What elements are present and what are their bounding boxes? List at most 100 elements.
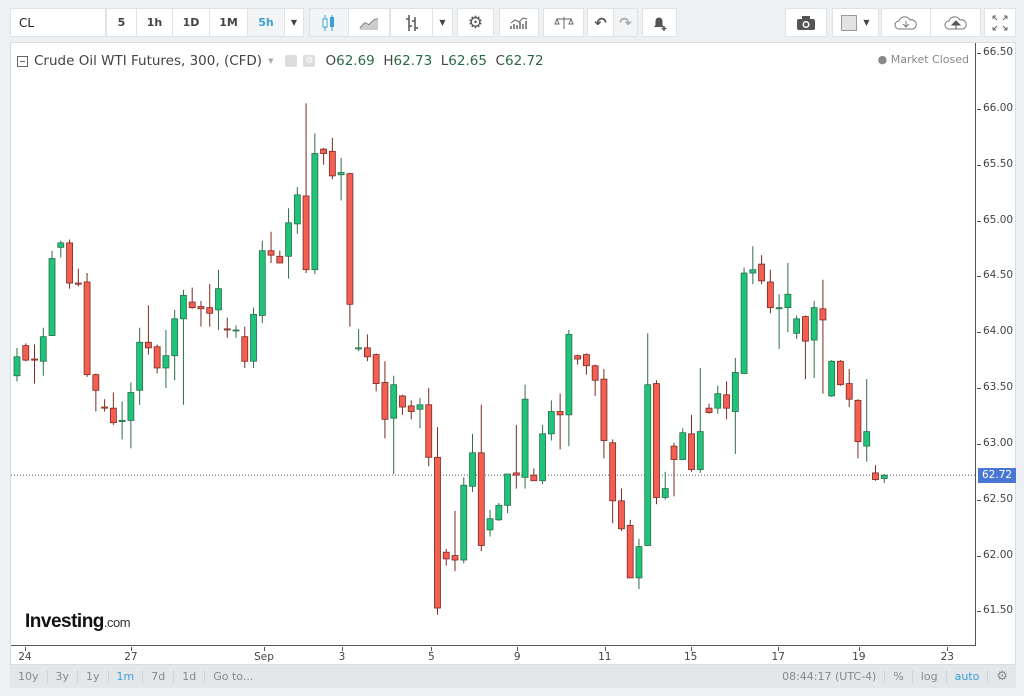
logo-suffix: .com — [103, 615, 131, 630]
candle-body — [845, 383, 853, 400]
redo-icon: ↷ — [619, 13, 632, 32]
candle — [863, 379, 871, 462]
price-tick-label: 64.00 — [983, 325, 1014, 338]
cloud-upload-icon — [944, 15, 967, 29]
chart-type-dropdown[interactable]: ▼ — [432, 8, 453, 37]
tick-mark — [947, 647, 949, 651]
time-tick-label: 5 — [428, 651, 435, 663]
series-title[interactable]: Crude Oil WTI Futures, 300, (CFD) — [34, 53, 263, 69]
color-square-icon — [841, 14, 858, 31]
open-value: 62.69 — [336, 53, 375, 69]
candle-body — [775, 307, 783, 310]
interval-5h-button[interactable]: 5h — [247, 8, 285, 37]
candle — [828, 360, 836, 397]
candle-body — [705, 407, 713, 414]
tick-mark — [977, 53, 981, 55]
plot-area[interactable]: Crude Oil WTI Futures, 300, (CFD) ▼ ⚙ O6… — [11, 43, 976, 646]
chevron-down-icon: ▼ — [863, 18, 870, 27]
candle-body — [407, 405, 415, 412]
candle-body — [539, 433, 546, 482]
candle — [635, 538, 643, 590]
candle-body — [442, 551, 450, 560]
range-1d[interactable]: 1d — [174, 670, 206, 683]
candle-body — [766, 281, 774, 309]
investing-logo: Investing.com — [25, 611, 131, 633]
candle-body — [758, 263, 765, 282]
auto-toggle[interactable]: auto — [947, 670, 989, 683]
candle-body — [127, 392, 135, 421]
save-chart-button[interactable] — [930, 8, 981, 37]
range-10y[interactable]: 10y — [10, 670, 48, 683]
candle-body — [714, 393, 722, 409]
candle — [521, 384, 529, 489]
axis-settings-button[interactable]: ⚙ — [988, 670, 1016, 683]
indicators-icon — [510, 16, 528, 29]
candle-body — [337, 172, 345, 176]
candle-body — [22, 345, 30, 361]
log-toggle[interactable]: log — [913, 670, 947, 683]
goto-button[interactable]: Go to... — [213, 670, 254, 683]
candle-body — [258, 250, 266, 316]
interval-1d-button[interactable]: 1D — [172, 8, 210, 37]
candle-body — [206, 307, 214, 314]
candlestick-type-button[interactable] — [309, 8, 349, 37]
candle-body — [600, 378, 608, 441]
interval-dropdown-button[interactable]: ▼ — [284, 8, 304, 37]
candle — [802, 315, 809, 380]
bars-type-button[interactable] — [390, 8, 433, 37]
range-7d[interactable]: 7d — [143, 670, 175, 683]
candle — [775, 294, 783, 349]
symbol-input[interactable]: CL — [10, 8, 106, 37]
candle — [258, 240, 266, 324]
snapshot-button[interactable] — [785, 8, 827, 37]
candle-body — [495, 504, 503, 521]
candle — [723, 381, 730, 420]
eye-icon[interactable] — [285, 55, 298, 67]
range-3y[interactable]: 3y — [48, 670, 79, 683]
color-theme-button[interactable]: ▼ — [832, 8, 879, 37]
candle — [845, 369, 853, 408]
compare-button[interactable] — [543, 8, 584, 37]
interval-1m-button[interactable]: 1M — [209, 8, 248, 37]
fullscreen-button[interactable] — [984, 8, 1016, 37]
candle-body — [793, 318, 801, 334]
candle — [381, 361, 389, 439]
interval-1h-button[interactable]: 1h — [136, 8, 173, 37]
settings-button[interactable]: ⚙ — [457, 8, 494, 37]
collapse-legend-icon[interactable] — [17, 55, 28, 67]
candle — [407, 400, 415, 420]
candle — [215, 269, 222, 330]
price-axis[interactable]: 66.50 66.00 65.50 65.00 64.50 64.00 63.50 63.00… — [977, 43, 1017, 646]
candle — [696, 367, 704, 473]
candle-body — [215, 288, 222, 311]
gear-icon[interactable]: ⚙ — [303, 55, 316, 67]
add-alert-button[interactable] — [642, 8, 677, 37]
camera-icon — [797, 15, 815, 30]
indicators-button[interactable] — [499, 8, 539, 37]
percent-toggle[interactable]: % — [885, 670, 913, 683]
range-1m[interactable]: 1m — [109, 670, 144, 683]
chart-container[interactable]: Crude Oil WTI Futures, 300, (CFD) ▼ ⚙ O6… — [10, 42, 1016, 665]
price-tick-label: 63.00 — [983, 436, 1014, 449]
load-chart-button[interactable] — [881, 8, 931, 37]
candle-body — [302, 195, 310, 271]
candle — [13, 347, 21, 382]
range-1y[interactable]: 1y — [78, 670, 109, 683]
candle-body — [591, 365, 599, 381]
undo-button[interactable]: ↶ — [587, 8, 614, 37]
time-axis[interactable]: 24 27 Sep 3 5 9 11 15 17 19 23 — [11, 647, 976, 666]
candle-body — [355, 347, 363, 350]
market-status: ● Market Closed — [877, 53, 969, 66]
candle-body — [276, 255, 284, 264]
interval-5-button[interactable]: 5 — [106, 8, 137, 37]
line-type-button[interactable] — [348, 8, 390, 37]
candle-body — [118, 420, 126, 422]
candle-body — [521, 398, 529, 478]
redo-button[interactable]: ↷ — [613, 8, 638, 37]
candle — [293, 187, 301, 234]
candlestick-chart[interactable] — [11, 43, 976, 646]
chevron-down-icon[interactable]: ▼ — [268, 57, 274, 65]
candle-body — [180, 294, 187, 320]
candle-body — [267, 250, 275, 256]
fullscreen-icon — [992, 15, 1008, 30]
